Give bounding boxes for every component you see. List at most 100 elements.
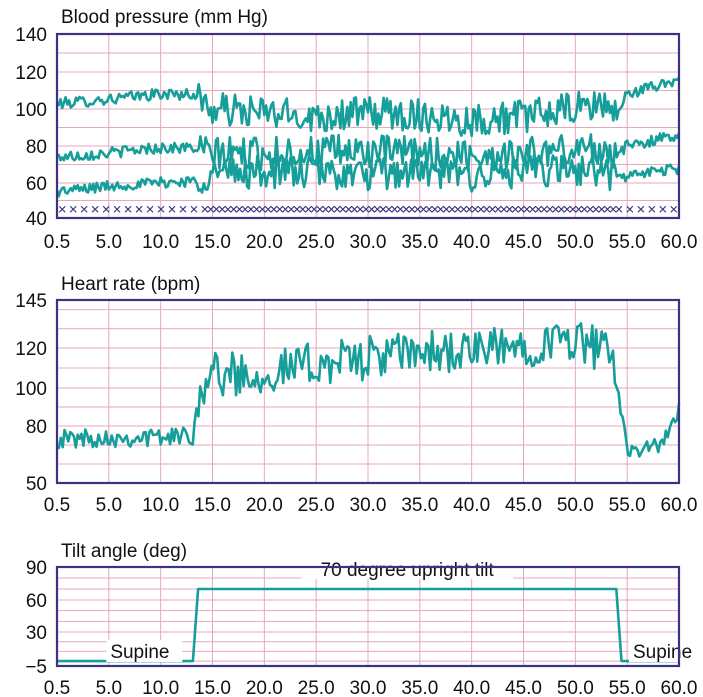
series-line-1 <box>56 322 681 458</box>
marker-point <box>448 205 456 213</box>
x-tick-label: 10.0 <box>142 678 179 697</box>
y-tick-label: 145 <box>15 291 47 312</box>
x-tick-label: 30.0 <box>350 232 387 253</box>
marker-point <box>224 205 232 213</box>
x-tick-label: 50.0 <box>557 678 594 697</box>
x-tick-label: 35.0 <box>401 678 438 697</box>
marker-point <box>529 205 537 213</box>
marker-point <box>506 205 514 213</box>
marker-point <box>460 205 468 213</box>
marker-point <box>356 205 364 213</box>
series-line-1 <box>55 76 680 138</box>
marker-point <box>500 205 508 213</box>
x-tick-label: 5.0 <box>96 495 122 516</box>
marker-point <box>626 205 634 213</box>
marker-point <box>552 205 560 213</box>
marker-point <box>190 205 198 213</box>
x-tick-label: 60.0 <box>661 232 698 253</box>
marker-point <box>385 205 393 213</box>
marker-point <box>396 205 404 213</box>
marker-point <box>454 205 462 213</box>
x-tick-label: 40.0 <box>453 232 490 253</box>
x-tick-label: 25.0 <box>298 232 335 253</box>
x-tick-label: 25.0 <box>298 495 335 516</box>
marker-point <box>483 205 491 213</box>
plot-frame <box>55 32 681 220</box>
annotation-supine-left: Supine <box>110 642 169 663</box>
marker-point <box>212 205 220 213</box>
marker-point <box>281 205 289 213</box>
chart-panel-2: Heart rate (bpm) 0.5 5.0 10.0 15.0 20.0 25.0 30… <box>15 274 697 516</box>
marker-point <box>379 205 387 213</box>
annotation-bg <box>629 640 703 662</box>
marker-point <box>339 205 347 213</box>
marker-point <box>373 205 381 213</box>
marker-point <box>345 205 353 213</box>
annotation-upright-tilt: 70 degree upright tilt <box>321 560 495 581</box>
x-tick-label: 40.0 <box>453 678 490 697</box>
y-tick-label: 100 <box>15 100 47 121</box>
marker-point <box>471 205 479 213</box>
marker-point <box>135 205 143 213</box>
marker-point <box>425 205 433 213</box>
marker-point <box>362 205 370 213</box>
marker-point <box>299 205 307 213</box>
marker-point <box>310 205 318 213</box>
marker-point <box>575 205 583 213</box>
y-tick-label: 120 <box>15 339 47 360</box>
x-tick-label: 5.0 <box>96 678 122 697</box>
x-tick-label: 15.0 <box>194 678 231 697</box>
marker-point <box>316 205 324 213</box>
x-tick-label: 15.0 <box>194 232 231 253</box>
marker-row <box>58 205 678 213</box>
x-tick-label: 45.0 <box>505 232 542 253</box>
marker-point <box>287 205 295 213</box>
x-tick-label: 5.0 <box>96 232 122 253</box>
marker-point <box>91 205 99 213</box>
y-tick-label: 100 <box>15 379 47 400</box>
marker-point <box>241 205 249 213</box>
x-tick-label: 10.0 <box>142 495 179 516</box>
marker-point <box>615 205 623 213</box>
marker-point <box>235 205 243 213</box>
marker-point <box>414 205 422 213</box>
y-tick-label: 90 <box>26 558 47 579</box>
x-tick-label: 35.0 <box>401 495 438 516</box>
marker-point <box>146 205 154 213</box>
marker-point <box>69 205 77 213</box>
marker-point <box>488 205 496 213</box>
x-tick-label: 45.0 <box>505 495 542 516</box>
y-tick-label: 30 <box>26 623 47 644</box>
marker-point <box>659 205 667 213</box>
marker-point <box>402 205 410 213</box>
y-tick-label: 60 <box>26 591 47 612</box>
y-tick-label: 50 <box>26 474 47 495</box>
marker-point <box>102 205 110 213</box>
marker-point <box>264 205 272 213</box>
panel-title: Blood pressure (mm Hg) <box>61 7 268 28</box>
x-tick-label: 55.0 <box>609 232 646 253</box>
marker-point <box>168 205 176 213</box>
marker-point <box>534 205 542 213</box>
marker-point <box>670 205 678 213</box>
marker-point <box>603 205 611 213</box>
marker-point <box>322 205 330 213</box>
y-tick-label: 80 <box>26 137 47 158</box>
y-tick-label: 140 <box>15 25 47 46</box>
marker-point <box>494 205 502 213</box>
x-tick-label: 50.0 <box>557 495 594 516</box>
x-tick-label: 30.0 <box>350 495 387 516</box>
marker-point <box>540 205 548 213</box>
x-tick-label: 20.0 <box>246 232 283 253</box>
marker-point <box>124 205 132 213</box>
x-tick-label: 35.0 <box>401 232 438 253</box>
marker-point <box>207 205 215 213</box>
marker-point <box>563 205 571 213</box>
marker-point <box>465 205 473 213</box>
plot-frame <box>55 298 681 485</box>
x-tick-label: 25.0 <box>298 678 335 697</box>
x-tick-label: 45.0 <box>505 678 542 697</box>
marker-point <box>230 205 238 213</box>
marker-point <box>258 205 266 213</box>
y-tick-label: 40 <box>26 209 47 230</box>
